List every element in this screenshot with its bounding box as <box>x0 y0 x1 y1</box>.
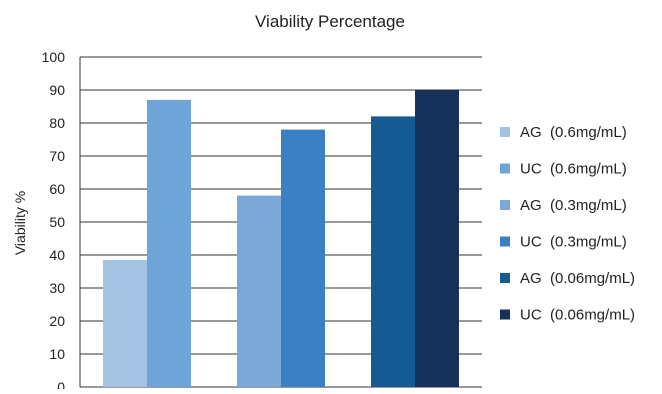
chart-title: Viability Percentage <box>255 12 405 31</box>
y-tick-label: 50 <box>49 214 65 230</box>
legend: AG (0.6mg/mL) UC (0.6mg/mL) AG (0.3mg/mL) U… <box>500 124 635 324</box>
y-tick-label: 0 <box>57 379 65 389</box>
legend-label: AG (0.06mg/mL) <box>520 270 635 287</box>
legend-swatch <box>500 163 510 174</box>
bar <box>415 90 459 387</box>
y-tick-label: 90 <box>49 82 65 98</box>
bar <box>371 116 415 388</box>
y-tick-label: 40 <box>49 247 65 263</box>
y-tick-labels: 0 10 20 30 40 50 60 70 80 90 100 <box>42 49 66 394</box>
legend-swatch <box>500 309 510 320</box>
legend-label: UC (0.3mg/mL) <box>520 234 627 251</box>
y-tick-label: 60 <box>49 181 65 197</box>
legend-swatch <box>500 127 510 137</box>
y-tick-label: 20 <box>49 313 65 329</box>
y-tick-label: 30 <box>49 280 65 296</box>
legend-label: AG (0.3mg/mL) <box>520 197 627 214</box>
bar <box>147 99 191 388</box>
legend-label: UC (0.6mg/mL) <box>520 161 627 178</box>
legend-label: UC (0.06mg/mL) <box>520 307 635 324</box>
bars <box>103 90 459 388</box>
bar <box>237 195 281 387</box>
legend-swatch <box>500 236 510 247</box>
bar <box>103 259 147 387</box>
legend-swatch <box>500 273 510 283</box>
y-tick-label: 70 <box>49 148 65 164</box>
y-axis-label: Viability % <box>12 191 28 255</box>
y-tick-label: 10 <box>49 346 65 362</box>
bar <box>281 129 325 387</box>
legend-label: AG (0.6mg/mL) <box>520 124 627 141</box>
legend-swatch <box>500 200 510 210</box>
y-tick-label: 80 <box>49 115 65 131</box>
y-tick-label: 100 <box>42 49 66 65</box>
